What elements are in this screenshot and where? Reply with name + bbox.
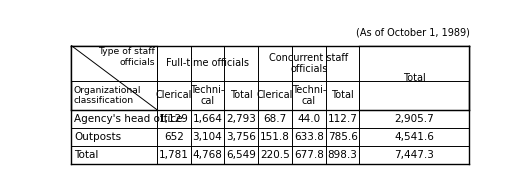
Text: 3,756: 3,756	[226, 132, 256, 142]
Text: Total: Total	[74, 150, 99, 160]
Text: Techni-
cal: Techni- cal	[292, 85, 326, 106]
Text: Organizational
classification: Organizational classification	[73, 86, 141, 105]
Text: Full-time officials: Full-time officials	[166, 58, 249, 69]
Text: 785.6: 785.6	[327, 132, 358, 142]
Text: Concurrent staff
officials: Concurrent staff officials	[269, 53, 348, 74]
Text: 44.0: 44.0	[297, 114, 321, 124]
Text: 1,781: 1,781	[159, 150, 189, 160]
Text: 677.8: 677.8	[294, 150, 324, 160]
Text: 2,793: 2,793	[226, 114, 256, 124]
Bar	[359, 46, 469, 81]
Text: 220.5: 220.5	[260, 150, 290, 160]
Text: (As of October 1, 1989): (As of October 1, 1989)	[356, 27, 470, 37]
Text: 898.3: 898.3	[327, 150, 358, 160]
Text: 2,905.7: 2,905.7	[394, 114, 434, 124]
Text: Clerical: Clerical	[257, 91, 293, 100]
Text: 112.7: 112.7	[327, 114, 358, 124]
Text: Agency's head office: Agency's head office	[74, 114, 183, 124]
Text: Type of staff
officials: Type of staff officials	[98, 47, 155, 67]
Text: 1,129: 1,129	[159, 114, 189, 124]
Text: 652: 652	[164, 132, 184, 142]
Text: 151.8: 151.8	[260, 132, 290, 142]
Text: Total: Total	[403, 73, 425, 83]
Text: 4,768: 4,768	[192, 150, 222, 160]
Text: Total: Total	[230, 91, 253, 100]
Text: 7,447.3: 7,447.3	[394, 150, 434, 160]
Text: 68.7: 68.7	[264, 114, 287, 124]
Text: 6,549: 6,549	[226, 150, 256, 160]
Text: Outposts: Outposts	[74, 132, 121, 142]
Text: 4,541.6: 4,541.6	[394, 132, 434, 142]
Bar	[72, 46, 157, 81]
Text: 3,104: 3,104	[192, 132, 222, 142]
Text: Total: Total	[331, 91, 354, 100]
Text: Clerical: Clerical	[155, 91, 192, 100]
Text: 633.8: 633.8	[294, 132, 324, 142]
Text: Techni-
cal: Techni- cal	[190, 85, 225, 106]
Text: 1,664: 1,664	[192, 114, 222, 124]
